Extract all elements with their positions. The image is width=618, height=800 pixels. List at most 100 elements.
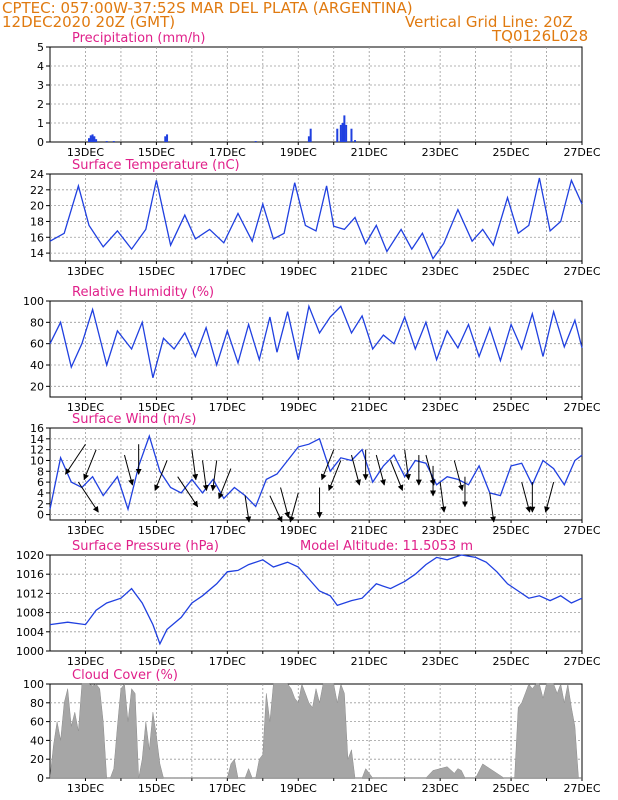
station-title: CPTEC: 057:00W-37:52S MAR DEL PLATA (ARG…	[2, 0, 413, 17]
y-tick-label: 5	[37, 41, 44, 54]
wind-arrow	[489, 492, 497, 523]
y-tick-label: 1008	[16, 607, 44, 620]
y-tick-label: 80	[30, 316, 44, 329]
x-tick-label: 17DEC	[209, 782, 246, 795]
y-tick-label: 20	[30, 753, 44, 766]
wind-arrow	[288, 492, 299, 523]
wind-arrow	[191, 449, 199, 481]
precip-bar	[254, 141, 257, 142]
panel-title: Surface Pressure (hPa)	[72, 539, 219, 554]
y-tick-label: 60	[30, 338, 44, 351]
precip-bar	[336, 128, 339, 142]
panel-2: 14 16 18 20 22 24 13DEC 15DEC 17DEC 19DEC 21DEC 23D…	[30, 158, 601, 278]
x-tick-label: 21DEC	[351, 782, 388, 795]
wind-arrow	[83, 449, 97, 481]
wind-arrow	[439, 482, 447, 513]
wind-arrow	[77, 481, 99, 513]
y-tick-label: 4	[37, 487, 44, 500]
wind-arrow	[350, 454, 361, 486]
wind-arrow	[320, 449, 335, 481]
y-tick-label: 0	[37, 136, 44, 149]
precip-bar	[345, 124, 348, 142]
precip-bar	[89, 135, 92, 142]
x-tick-label: 17DEC	[209, 401, 246, 414]
panel-annotation: Model Altitude: 11.5053 m	[300, 539, 473, 554]
cloud-area	[49, 683, 582, 779]
x-tick-label: 15DEC	[138, 782, 175, 795]
panel-3: 20 40 60 80 100 13DEC 15DEC 17DEC 19DEC 21DEC 23DE…	[23, 285, 601, 414]
precip-bar	[339, 124, 342, 142]
x-tick-label: 23DEC	[422, 401, 459, 414]
x-tick-label: 15DEC	[138, 655, 175, 668]
wind-arrow	[404, 449, 411, 481]
series-line	[49, 554, 583, 646]
x-tick-label: 13DEC	[67, 655, 104, 668]
x-tick-label: 21DEC	[351, 524, 388, 537]
precip-bar	[350, 128, 353, 142]
x-tick-label: 19DEC	[280, 146, 317, 159]
x-tick-label: 27DEC	[563, 782, 600, 795]
plot-frame	[49, 554, 583, 652]
panel-title: Cloud Cover (%)	[72, 668, 178, 683]
x-tick-label: 15DEC	[138, 265, 175, 278]
series-line	[49, 177, 583, 260]
y-tick-label: 0	[37, 772, 44, 785]
y-tick-label: 22	[30, 184, 44, 197]
x-tick-label: 13DEC	[67, 146, 104, 159]
x-tick-label: 21DEC	[351, 401, 388, 414]
y-tick-label: 2	[37, 498, 44, 511]
wind-arrow	[544, 481, 555, 513]
y-tick-label: 6	[37, 476, 44, 489]
wind-arrow	[328, 460, 342, 492]
x-tick-label: 19DEC	[280, 524, 317, 537]
y-tick-label: 40	[30, 359, 44, 372]
x-tick-label: 25DEC	[493, 401, 530, 414]
precip-bar	[95, 139, 98, 142]
x-tick-label: 17DEC	[209, 524, 246, 537]
y-tick-label: 1	[37, 117, 44, 130]
panel-title: Surface Temperature (nC)	[72, 158, 240, 173]
wind-arrow	[244, 495, 252, 523]
wind-arrow	[375, 454, 386, 486]
y-tick-label: 10	[30, 454, 44, 467]
precip-bar	[166, 134, 169, 142]
x-tick-label: 27DEC	[563, 655, 600, 668]
x-tick-label: 25DEC	[493, 655, 530, 668]
y-tick-label: 3	[37, 79, 44, 92]
series-line	[49, 434, 583, 512]
x-tick-label: 21DEC	[351, 146, 388, 159]
y-tick-label: 14	[30, 247, 44, 260]
x-tick-label: 19DEC	[280, 782, 317, 795]
model-code: TQ0126L028	[492, 27, 589, 45]
wind-arrow	[390, 460, 404, 492]
y-tick-label: 18	[30, 215, 44, 228]
x-tick-label: 17DEC	[209, 655, 246, 668]
x-tick-label: 13DEC	[67, 782, 104, 795]
panel-title: Relative Humidity (%)	[72, 285, 214, 300]
wind-arrow	[269, 495, 283, 523]
x-tick-label: 23DEC	[422, 146, 459, 159]
x-tick-label: 21DEC	[351, 265, 388, 278]
x-tick-label: 23DEC	[422, 265, 459, 278]
y-tick-label: 1012	[16, 587, 44, 600]
plot-frame	[49, 300, 583, 398]
x-tick-label: 25DEC	[493, 524, 530, 537]
precip-bar	[309, 128, 312, 142]
x-tick-label: 15DEC	[138, 401, 175, 414]
x-tick-label: 15DEC	[138, 524, 175, 537]
y-tick-label: 16	[30, 231, 44, 244]
precip-bar	[341, 123, 344, 142]
x-tick-label: 25DEC	[493, 265, 530, 278]
precip-bar	[307, 136, 310, 142]
x-tick-label: 27DEC	[563, 265, 600, 278]
precip-bar	[91, 134, 94, 142]
x-tick-label: 21DEC	[351, 655, 388, 668]
y-tick-label: 20	[30, 380, 44, 393]
precip-bar	[93, 136, 96, 142]
y-tick-label: 20	[30, 200, 44, 213]
x-tick-label: 19DEC	[280, 265, 317, 278]
panel-title: Precipitation (mm/h)	[72, 31, 205, 46]
y-tick-label: 100	[23, 678, 44, 691]
y-tick-label: 2	[37, 98, 44, 111]
